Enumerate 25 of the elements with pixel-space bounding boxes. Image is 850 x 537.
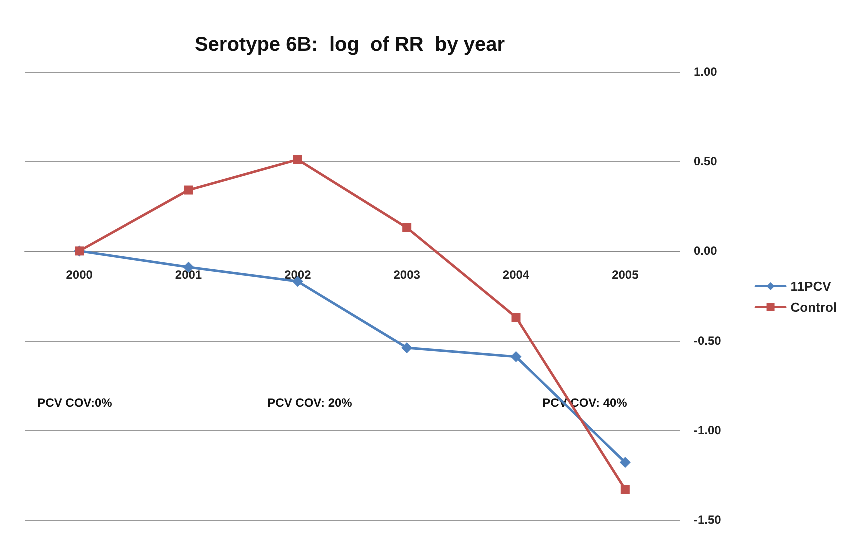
point	[402, 223, 412, 232]
annotation: PCV COV: 20%	[268, 396, 353, 410]
y-tick-label: 1.00	[694, 65, 718, 79]
x-tick-label: 2000	[66, 268, 94, 282]
x-tick-label: 2002	[284, 268, 312, 282]
y-tick-label: 0.50	[694, 154, 718, 169]
y-tick-label: -0.50	[694, 334, 722, 348]
point	[620, 485, 630, 494]
point	[510, 351, 522, 362]
point	[293, 155, 302, 164]
y-tick-label: 0.00	[694, 244, 718, 258]
x-tick-label: 2001	[175, 268, 202, 282]
legend-label: Control	[790, 300, 838, 315]
point	[402, 342, 413, 354]
x-tick-label: 2003	[394, 268, 421, 282]
point	[512, 313, 521, 322]
annotation: PCV COV:0%	[38, 396, 113, 410]
chart-title: Serotype 6B: log of RR by year	[194, 34, 506, 56]
point	[620, 457, 631, 468]
point	[184, 186, 194, 195]
x-tick-label: 2004	[502, 268, 530, 282]
y-tick-label: -1.00	[694, 423, 722, 438]
legend-label: 11PCV	[790, 279, 832, 294]
x-tick-label: 2005	[612, 268, 640, 282]
y-tick-label: -1.50	[694, 513, 722, 527]
